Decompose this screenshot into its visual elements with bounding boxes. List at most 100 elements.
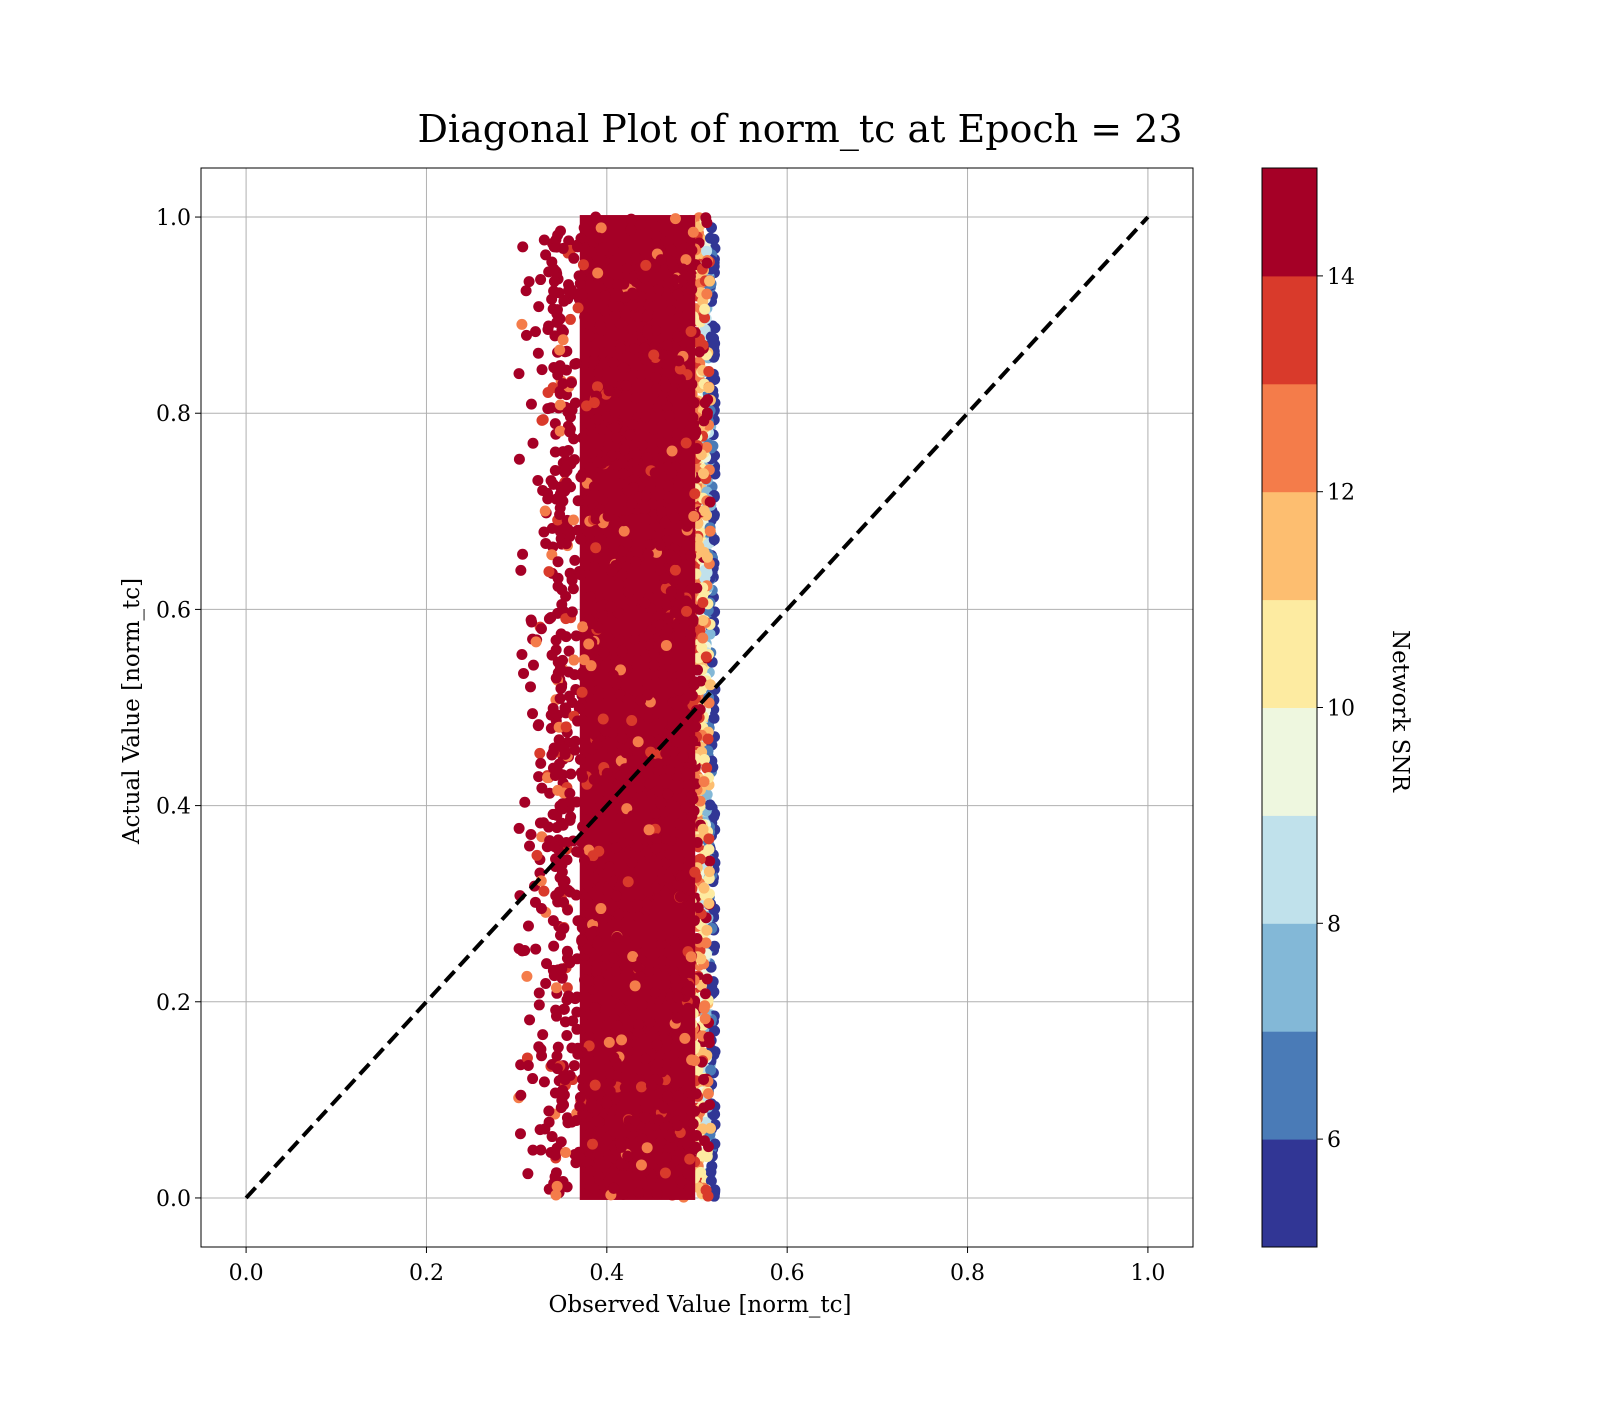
scatter-point (698, 1073, 710, 1085)
scatter-point (687, 226, 699, 238)
scatter-point (588, 397, 600, 409)
scatter-point (592, 413, 604, 425)
scatter-point (639, 597, 651, 609)
scatter-point (558, 1099, 570, 1111)
scatter-point (540, 977, 552, 989)
scatter-point (557, 446, 569, 458)
scatter-point (515, 1089, 527, 1101)
scatter-point (629, 980, 641, 992)
scatter-point (597, 713, 609, 725)
x-axis-label: Observed Value [norm_tc] (549, 1292, 852, 1318)
scatter-point (669, 607, 681, 619)
scatter-point (609, 799, 621, 811)
scatter-point (673, 355, 685, 367)
scatter-point (601, 867, 613, 879)
scatter-point (693, 541, 705, 553)
y-tick-label: 1.0 (156, 206, 191, 231)
scatter-point (683, 907, 695, 919)
colorbar-segment (1262, 491, 1317, 601)
scatter-point (619, 960, 631, 972)
scatter-point (644, 778, 656, 790)
scatter-point (709, 1046, 721, 1058)
scatter-point (596, 324, 608, 336)
scatter-point (632, 736, 644, 748)
scatter-point (608, 832, 620, 844)
scatter-point (627, 810, 639, 822)
scatter-point (568, 252, 580, 264)
scatter-point (541, 958, 553, 970)
scatter-point (674, 373, 686, 385)
scatter-point (626, 498, 638, 510)
scatter-point (642, 630, 654, 642)
scatter-point (688, 805, 700, 817)
scatter-point (644, 1016, 656, 1028)
scatter-point (583, 1174, 595, 1186)
scatter-point (534, 747, 546, 759)
scatter-point (702, 1141, 714, 1153)
scatter-point (560, 1146, 572, 1158)
scatter-point (578, 1072, 590, 1084)
scatter-point (610, 965, 622, 977)
scatter-point (666, 256, 678, 268)
scatter-point (601, 885, 613, 897)
scatter-point (557, 1084, 569, 1096)
scatter-point (619, 1012, 631, 1024)
scatter-point (550, 1189, 562, 1201)
scatter-point (648, 349, 660, 361)
scatter-point (697, 823, 709, 835)
scatter-point (556, 798, 568, 810)
scatter-point (690, 1130, 702, 1142)
scatter-point (631, 1103, 643, 1115)
scatter-point (701, 762, 713, 774)
scatter-point (652, 1057, 664, 1069)
y-tick-label: 0.8 (156, 402, 191, 427)
scatter-point (574, 1152, 586, 1164)
scatter-point (649, 341, 661, 353)
scatter-point (551, 1142, 563, 1154)
scatter-point (655, 797, 667, 809)
scatter-point (662, 1090, 674, 1102)
scatter-point (635, 1081, 647, 1093)
scatter-point (579, 311, 591, 323)
scatter-points (513, 211, 721, 1203)
scatter-point (554, 662, 566, 674)
scatter-point (600, 305, 612, 317)
scatter-point (550, 493, 562, 505)
scatter-point (558, 1003, 570, 1015)
scatter-point (601, 1020, 613, 1032)
scatter-point (616, 569, 628, 581)
scatter-point (610, 432, 622, 444)
scatter-point (578, 854, 590, 866)
scatter-point (666, 467, 678, 479)
scatter-point (530, 326, 542, 338)
scatter-point (524, 840, 536, 852)
scatter-point (677, 263, 689, 275)
chart-title: Diagonal Plot of norm_tc at Epoch = 23 (417, 107, 1182, 152)
scatter-point (671, 331, 683, 343)
scatter-point (601, 767, 613, 779)
scatter-point (533, 999, 545, 1011)
scatter-point (671, 699, 683, 711)
scatter-point (549, 1171, 561, 1183)
scatter-point (560, 538, 572, 550)
scatter-point (582, 897, 594, 909)
scatter-point (704, 799, 716, 811)
scatter-point (523, 276, 535, 288)
scatter-point (548, 940, 560, 952)
scatter-point (698, 882, 710, 894)
scatter-point (522, 1168, 534, 1180)
scatter-point (702, 1088, 714, 1100)
scatter-point (651, 1188, 663, 1200)
scatter-point (619, 444, 631, 456)
scatter-point (606, 727, 618, 739)
scatter-point (596, 534, 608, 546)
colorbar-segment (1262, 815, 1317, 924)
scatter-point (551, 1050, 563, 1062)
scatter-point (626, 323, 638, 335)
scatter-point (551, 1180, 563, 1192)
scatter-point (705, 1122, 717, 1134)
scatter-point (657, 451, 669, 463)
scatter-point (616, 1034, 628, 1046)
scatter-point (571, 1006, 583, 1018)
